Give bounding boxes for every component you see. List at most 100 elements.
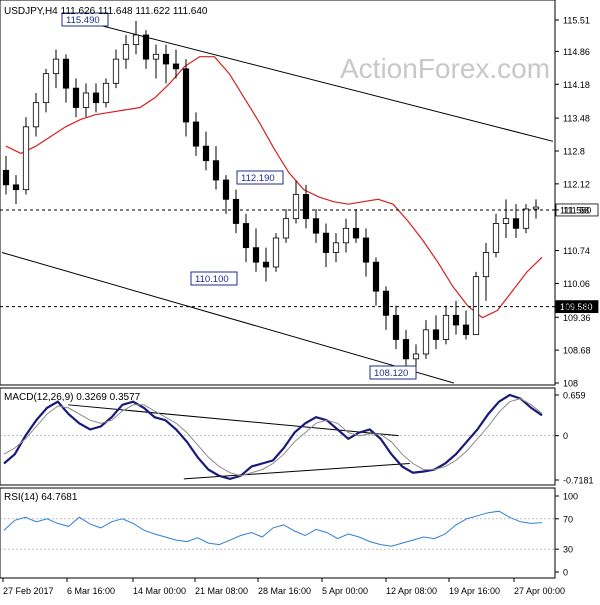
bear-candle — [362, 237, 370, 263]
watermark: ActionForex.com — [340, 53, 550, 84]
bull-candle — [482, 252, 490, 278]
bear-candle — [252, 247, 260, 263]
x-tick-label: 28 Mar 16:00 — [258, 586, 311, 596]
bull-candle — [472, 276, 480, 336]
macd-y-tick-label: 0 — [563, 431, 568, 441]
price-y-tick-label: 114.86 — [563, 47, 590, 57]
callout-label: 115.490 — [66, 15, 100, 26]
rsi-y-axis: 100 70 30 0 — [555, 492, 578, 578]
bear-candle — [372, 261, 380, 292]
candles — [2, 20, 540, 378]
bear-candle — [352, 227, 360, 239]
bull-candle — [332, 242, 340, 253]
bear-candle — [232, 198, 240, 224]
price-y-tick-label: 111.58 — [563, 205, 589, 215]
callout-label: 108.120 — [374, 368, 408, 379]
support-level-label: 109.580 — [560, 302, 593, 312]
bear-candle — [512, 218, 520, 229]
bear-candle — [452, 314, 460, 326]
price-y-tick-label: 109.36 — [563, 313, 591, 323]
price-y-tick-label: 113.48 — [563, 114, 590, 124]
rsi-line — [3, 510, 543, 547]
price-y-tick-label: 115.51 — [563, 16, 590, 26]
x-tick-label: 5 Apr 00:00 — [322, 586, 368, 596]
callout-box — [236, 170, 284, 185]
bull-candle — [42, 73, 50, 104]
bear-candle — [162, 53, 170, 65]
price-y-tick-label: 112.12 — [563, 179, 590, 189]
bull-candle — [112, 58, 120, 84]
bull-candle — [132, 34, 140, 46]
callout-label: 112.190 — [241, 173, 275, 184]
bull-candle — [122, 44, 130, 60]
bull-candle — [342, 227, 350, 244]
bear-candle — [172, 63, 180, 70]
callout-box — [61, 12, 109, 27]
bear-candle — [302, 194, 310, 220]
bear-candle — [222, 179, 230, 200]
bull-candle — [272, 237, 280, 268]
bear-candle — [462, 324, 470, 336]
bull-candle — [82, 92, 90, 108]
rsi-y-tick-label: 30 — [563, 545, 573, 555]
callout-label: 110.100 — [195, 274, 229, 285]
price-panel-frame — [0, 0, 556, 386]
price-y-tick-label: 109.58 — [563, 302, 591, 312]
bull-candle — [282, 218, 290, 239]
price-callouts: 115.490 112.190 110.100 108.120 — [61, 12, 417, 380]
bear-candle — [192, 121, 200, 147]
price-y-axis: 115.51 114.86 114.18 113.48 112.8 112.12 111.5… — [555, 16, 591, 389]
bear-candle — [432, 329, 440, 340]
macd-panel-frame — [0, 387, 556, 486]
macd-y-tick-label: 0.659 — [563, 391, 586, 401]
x-axis: 27 Feb 2017 6 Mar 16:00 14 Mar 00:00 21 Mar… — [2, 578, 565, 596]
bear-candle — [12, 184, 20, 191]
bear-candle — [92, 92, 100, 104]
bear-candle — [382, 290, 390, 316]
bull-candle — [522, 208, 530, 229]
x-tick-label: 21 Mar 08:00 — [195, 586, 248, 596]
bear-candle — [62, 58, 70, 89]
x-tick-label: 27 Feb 2017 — [3, 586, 54, 596]
rsi-y-tick-label: 70 — [563, 514, 573, 524]
x-tick-label: 19 Apr 16:00 — [449, 586, 500, 596]
bull-candle — [492, 223, 500, 253]
bull-candle — [422, 329, 430, 355]
lower-channel-line — [1, 252, 454, 384]
callout-box — [190, 271, 238, 286]
rsi-panel-frame — [0, 487, 556, 579]
bear-candle — [202, 145, 210, 162]
macd-y-axis: 0.659 0 -0.7181 — [555, 391, 594, 486]
macd-line — [3, 393, 543, 481]
bull-candle — [442, 314, 450, 340]
rsi-grid — [0, 518, 555, 550]
x-tick-label: 14 Mar 00:00 — [133, 586, 186, 596]
price-y-tick-label: 110.74 — [563, 246, 590, 256]
bull-candle — [532, 206, 540, 210]
price-levels: 111.580 109.580 — [0, 203, 599, 314]
bear-candle — [212, 160, 220, 181]
bull-candle — [502, 218, 510, 224]
price-y-tick-label: 112.8 — [563, 146, 585, 156]
rsi-y-tick-label: 0 — [563, 568, 568, 578]
price-y-tick-label: 114.18 — [563, 80, 590, 90]
callout-box — [369, 365, 417, 380]
price-y-tick-label: 110.06 — [563, 279, 590, 289]
bear-candle — [2, 169, 10, 186]
bull-candle — [292, 194, 300, 220]
bull-candle — [52, 58, 60, 75]
bull-candle — [102, 82, 110, 104]
macd-y-tick-label: -0.7181 — [563, 476, 594, 486]
x-tick-label: 27 Apr 00:00 — [514, 586, 565, 596]
price-trend-lines — [1, 19, 554, 384]
moving-average — [5, 56, 543, 319]
bear-candle — [402, 339, 410, 360]
moving-average-line — [5, 56, 543, 319]
current-price-label: 111.580 — [560, 205, 591, 215]
bear-candle — [142, 34, 150, 60]
bear-candle — [322, 232, 330, 253]
macd-header: MACD(12,26,9) 0.3269 0.3577 — [4, 392, 141, 403]
price-header: USDJPY,H4 111.626 111.648 111.622 111.64… — [4, 6, 208, 17]
